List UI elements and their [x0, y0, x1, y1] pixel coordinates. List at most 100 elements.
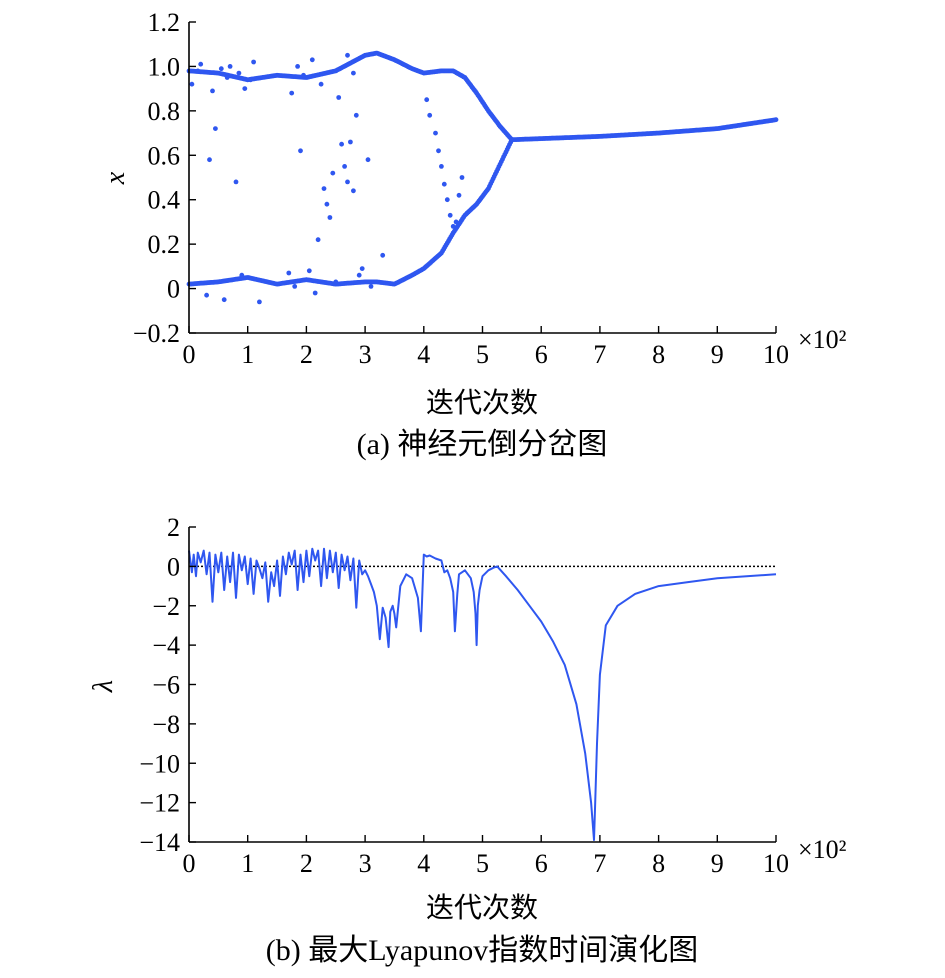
x-tick-label: 9 — [711, 849, 724, 878]
x-tick-label: 0 — [183, 849, 196, 878]
scatter-point — [444, 197, 450, 203]
scatter-point — [351, 188, 356, 194]
scatter-point — [301, 72, 306, 78]
scatter-point — [345, 52, 350, 58]
scatter-point — [251, 59, 256, 65]
x-tick-label: 2 — [300, 340, 313, 369]
scatter-point — [447, 212, 453, 218]
scatter-point — [450, 224, 456, 229]
scatter-point — [368, 284, 374, 289]
panel-b-axes: 0 1 2 3 4 5 6 7 8 9 10 −14 −12 −10 −8 −6 −4 −2 0 2 — [139, 513, 789, 878]
scatter-point — [351, 70, 356, 76]
scatter-point — [459, 175, 465, 180]
scatter-point — [365, 157, 371, 163]
y-tick-label: −0.2 — [133, 319, 180, 348]
x-tick-label: 8 — [652, 340, 665, 369]
x-tick-label: 6 — [535, 849, 548, 878]
scatter-point — [242, 86, 248, 91]
branch-point — [773, 117, 779, 123]
panel-b-caption: (b) 最大Lyapunov指数时间演化图 — [266, 934, 698, 967]
y-tick-label: 0.6 — [148, 141, 181, 170]
scatter-point — [233, 179, 239, 185]
panel-a-bifurcation-chart: 0 1 2 3 4 5 6 7 8 9 10−0.200.20.40.60.81.01.2 ×10²… — [100, 8, 847, 461]
scatter-point — [439, 164, 444, 169]
scatter-point — [218, 66, 224, 72]
y-tick-label: −6 — [152, 671, 180, 700]
x-tick-label: 3 — [359, 849, 372, 878]
panel-b-x-multiplier: ×10² — [798, 835, 847, 864]
panel-a-caption: (a) 神经元倒分岔图 — [357, 428, 608, 461]
y-tick-label: 1.0 — [148, 52, 181, 81]
panel-a-y-axis-label: x — [100, 171, 131, 185]
scatter-point — [286, 270, 292, 276]
scatter-point — [227, 64, 233, 69]
scatter-point — [312, 290, 318, 296]
y-tick-label: 2 — [167, 513, 180, 542]
scatter-point — [315, 237, 321, 243]
scatter-point — [336, 95, 342, 100]
scatter-point — [204, 292, 210, 298]
y-tick-label: −4 — [152, 631, 180, 660]
scatter-point — [453, 219, 459, 225]
scatter-point — [248, 77, 254, 83]
x-tick-label: 10 — [763, 849, 789, 878]
scatter-point — [327, 215, 333, 220]
scatter-point — [321, 186, 327, 192]
scatter-point — [359, 266, 365, 271]
x-tick-label: 7 — [593, 849, 606, 878]
scatter-point — [318, 81, 324, 87]
scatter-point — [207, 157, 212, 163]
panel-b-y-axis-label: λ — [88, 680, 119, 693]
y-tick-label: 0 — [167, 552, 180, 581]
x-tick-label: 7 — [593, 340, 606, 369]
scatter-point — [330, 170, 336, 176]
scatter-point — [441, 181, 447, 187]
scatter-point — [339, 141, 344, 147]
x-tick-label: 4 — [417, 849, 430, 878]
scatter-point — [380, 252, 386, 258]
scatter-point — [298, 148, 303, 154]
scatter-point — [198, 61, 204, 67]
scatter-point — [333, 279, 339, 285]
x-tick-label: 10 — [763, 340, 789, 369]
scatter-point — [189, 81, 195, 87]
scatter-point — [345, 179, 350, 185]
y-tick-label: 0 — [167, 275, 180, 304]
scatter-point — [353, 112, 359, 118]
panel-b-plot-area — [188, 547, 777, 841]
x-tick-label: 6 — [535, 340, 548, 369]
y-tick-label: −2 — [152, 592, 180, 621]
scatter-point — [324, 201, 330, 207]
x-tick-label: 4 — [417, 340, 430, 369]
scatter-point — [295, 64, 300, 69]
x-tick-label: 1 — [241, 849, 254, 878]
panel-a-x-multiplier: ×10² — [798, 325, 847, 354]
x-tick-label: 5 — [476, 340, 489, 369]
x-tick-label: 1 — [241, 340, 254, 369]
scatter-point — [424, 97, 430, 103]
scatter-point — [292, 284, 298, 289]
scatter-point — [309, 57, 315, 63]
y-tick-label: −14 — [139, 828, 180, 857]
y-tick-label: 0.4 — [148, 186, 181, 215]
scatter-point — [195, 68, 201, 74]
x-tick-label: 5 — [476, 849, 489, 878]
x-tick-label: 2 — [300, 849, 313, 878]
y-tick-label: −10 — [139, 749, 180, 778]
scatter-point — [427, 112, 433, 118]
x-tick-label: 8 — [652, 849, 665, 878]
scatter-point — [306, 268, 312, 274]
y-tick-label: −8 — [152, 710, 180, 739]
panel-b-x-axis-label: 迭代次数 — [426, 892, 538, 924]
x-tick-label: 3 — [359, 340, 372, 369]
scatter-point — [236, 70, 242, 76]
y-tick-label: −12 — [139, 789, 180, 818]
scatter-point — [210, 88, 215, 94]
scatter-point — [356, 272, 362, 278]
x-tick-label: 0 — [183, 340, 196, 369]
scatter-point — [456, 192, 462, 198]
x-tick-label: 9 — [711, 340, 724, 369]
panel-b-lyapunov-chart: 0 1 2 3 4 5 6 7 8 9 10 −14 −12 −10 −8 −6 −4 −2 0 2 ×10² 迭代次… — [88, 513, 847, 967]
scatter-point — [221, 297, 227, 303]
panel-a-plot-area — [186, 50, 779, 305]
